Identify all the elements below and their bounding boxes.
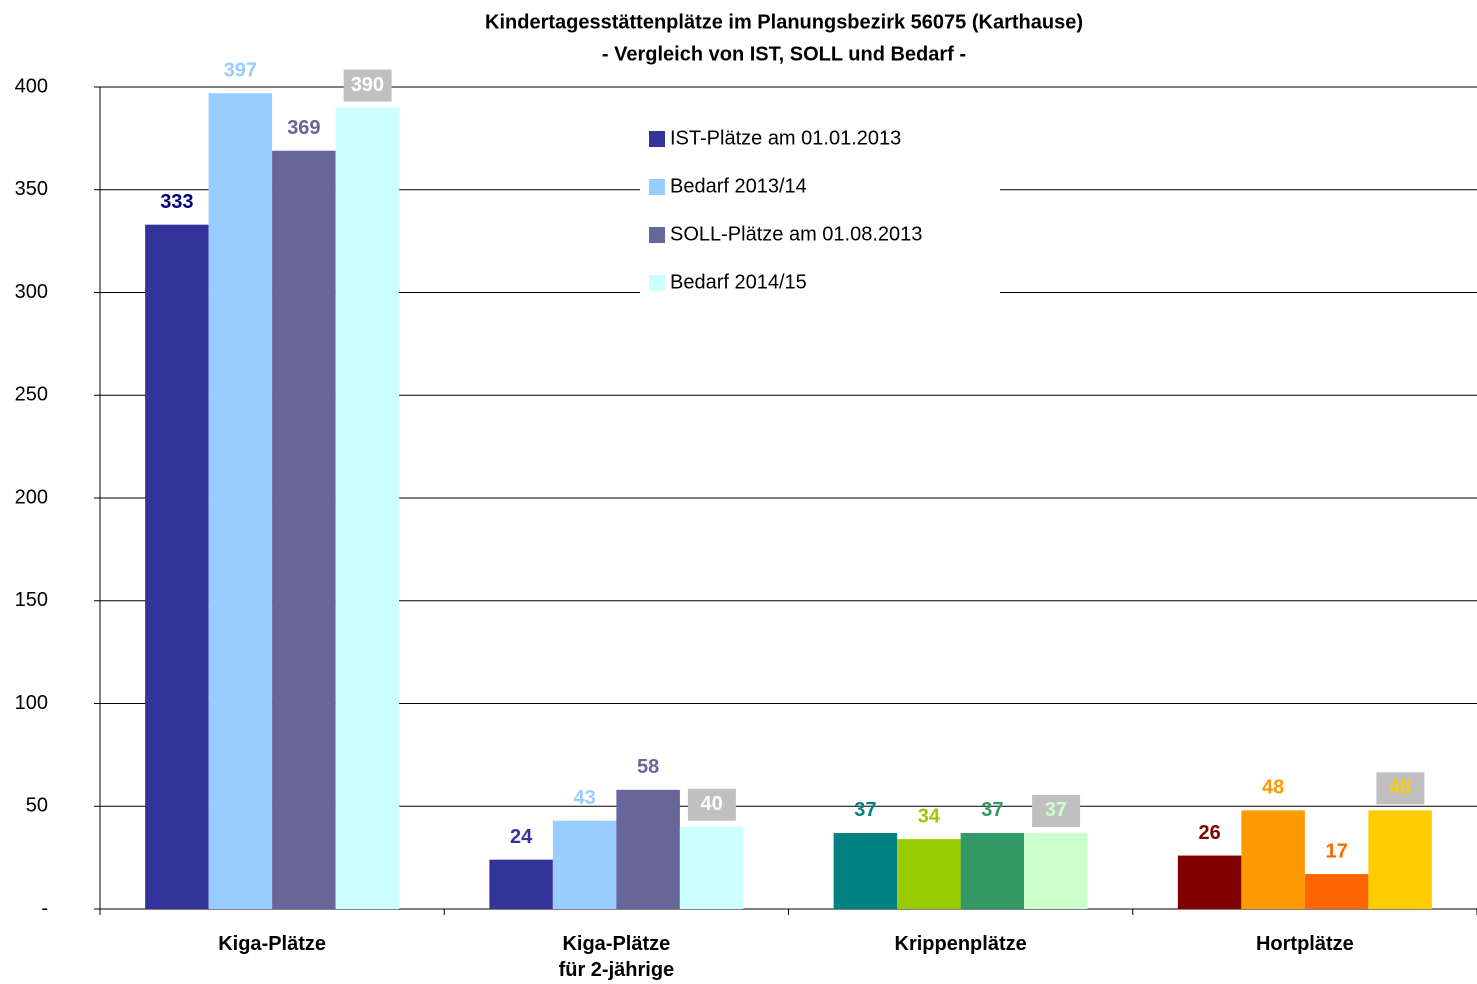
bar	[1177, 855, 1242, 909]
chart-subtitle: - Vergleich von IST, SOLL und Bedarf -	[602, 43, 966, 65]
bar	[833, 832, 898, 909]
data-label-box	[343, 69, 392, 102]
chart-title: Kindertagesstättenplätze im Planungsbezi…	[485, 11, 1083, 33]
data-label: 34	[918, 805, 941, 827]
data-label: 43	[574, 787, 596, 809]
bar	[145, 224, 209, 909]
bar	[272, 150, 336, 909]
data-label: 37	[1045, 799, 1067, 821]
data-label: 17	[1326, 840, 1348, 862]
y-tick-label: 250	[15, 384, 48, 406]
bar	[616, 789, 680, 909]
data-label: 333	[160, 191, 193, 213]
legend-label: IST-Plätze am 01.01.2013	[670, 127, 901, 149]
x-tick-label: Kiga-Plätze für 2-jährige	[558, 933, 675, 981]
legend-swatch	[649, 131, 665, 147]
bar	[679, 826, 744, 909]
legend-label: Bedarf 2014/15	[670, 271, 807, 293]
bar	[552, 820, 617, 909]
data-label-box	[687, 788, 736, 821]
data-label: 24	[510, 826, 533, 848]
legend-label: Bedarf 2013/14	[670, 175, 807, 197]
y-tick-label: 200	[15, 486, 48, 508]
data-label-box	[1376, 772, 1425, 805]
data-label: 37	[854, 799, 876, 821]
legend-label: SOLL-Plätze am 01.08.2013	[670, 223, 922, 245]
data-label: 390	[351, 74, 384, 96]
legend-box	[640, 112, 1000, 302]
data-label: 40	[701, 793, 723, 815]
bar	[897, 839, 961, 909]
legend-swatch	[649, 275, 665, 291]
x-tick-label: Kiga-Plätze	[218, 933, 327, 955]
legend-swatch	[649, 227, 665, 243]
bar	[1304, 874, 1369, 909]
bar	[1241, 810, 1305, 909]
y-tick-label: 100	[15, 692, 48, 714]
data-label: 48	[1389, 777, 1411, 799]
y-tick-label: 150	[15, 589, 48, 611]
bar	[1024, 832, 1088, 909]
bar	[489, 859, 553, 909]
y-tick-label: 300	[15, 281, 48, 303]
data-label: 48	[1262, 777, 1284, 799]
data-label: 58	[637, 756, 659, 778]
x-tick-label: Krippenplätze	[894, 933, 1027, 955]
data-label-box	[1032, 794, 1081, 827]
bar	[960, 832, 1025, 909]
y-tick-label: 400	[15, 75, 48, 97]
x-tick-label: Hortplätze	[1255, 933, 1354, 955]
bar	[1368, 810, 1432, 909]
data-label: 397	[224, 59, 257, 81]
y-tick-label: 350	[15, 178, 48, 200]
data-label: 37	[981, 799, 1003, 821]
legend-swatch	[649, 179, 665, 195]
y-tick-label: 50	[26, 795, 48, 817]
bar	[335, 107, 400, 910]
bar	[208, 93, 273, 910]
data-label: 26	[1199, 822, 1221, 844]
y-tick-label: -	[41, 897, 48, 919]
data-label: 369	[287, 117, 320, 139]
